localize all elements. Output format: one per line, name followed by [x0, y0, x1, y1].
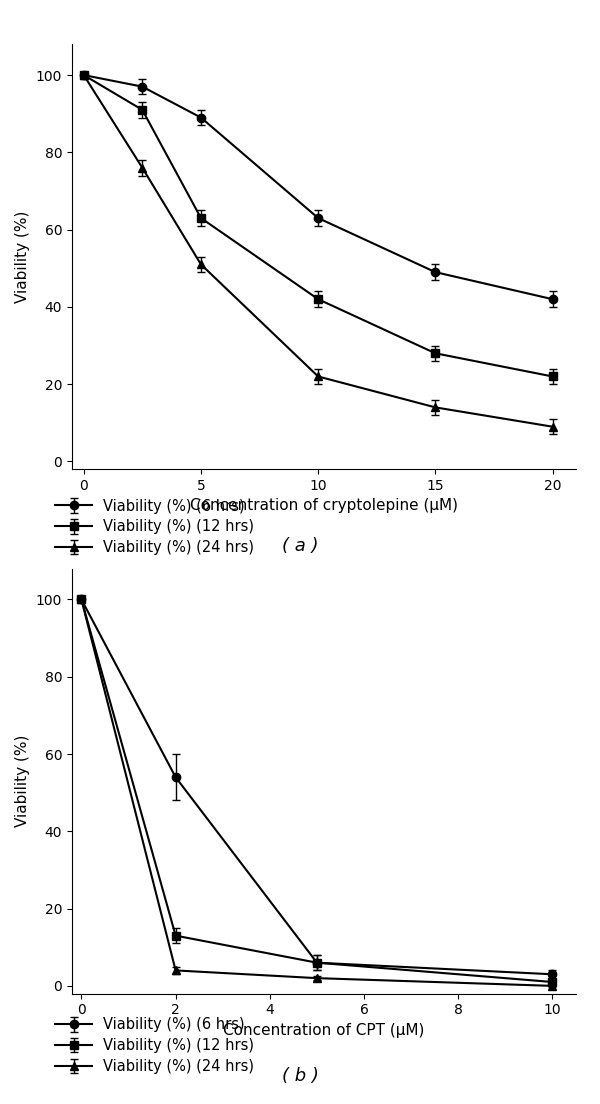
Text: ( b ): ( b )	[281, 1068, 319, 1085]
Y-axis label: Viability (%): Viability (%)	[16, 735, 31, 827]
Text: ( a ): ( a )	[282, 538, 318, 555]
Legend: Viability (%) (6 hrs), Viability (%) (12 hrs), Viability (%) (24 hrs): Viability (%) (6 hrs), Viability (%) (12…	[55, 499, 254, 555]
X-axis label: Concentration of CPT (μM): Concentration of CPT (μM)	[223, 1023, 425, 1038]
Y-axis label: Viability (%): Viability (%)	[16, 211, 31, 302]
X-axis label: Concentration of cryptolepine (μM): Concentration of cryptolepine (μM)	[190, 499, 458, 513]
Legend: Viability (%) (6 hrs), Viability (%) (12 hrs), Viability (%) (24 hrs): Viability (%) (6 hrs), Viability (%) (12…	[55, 1018, 254, 1074]
